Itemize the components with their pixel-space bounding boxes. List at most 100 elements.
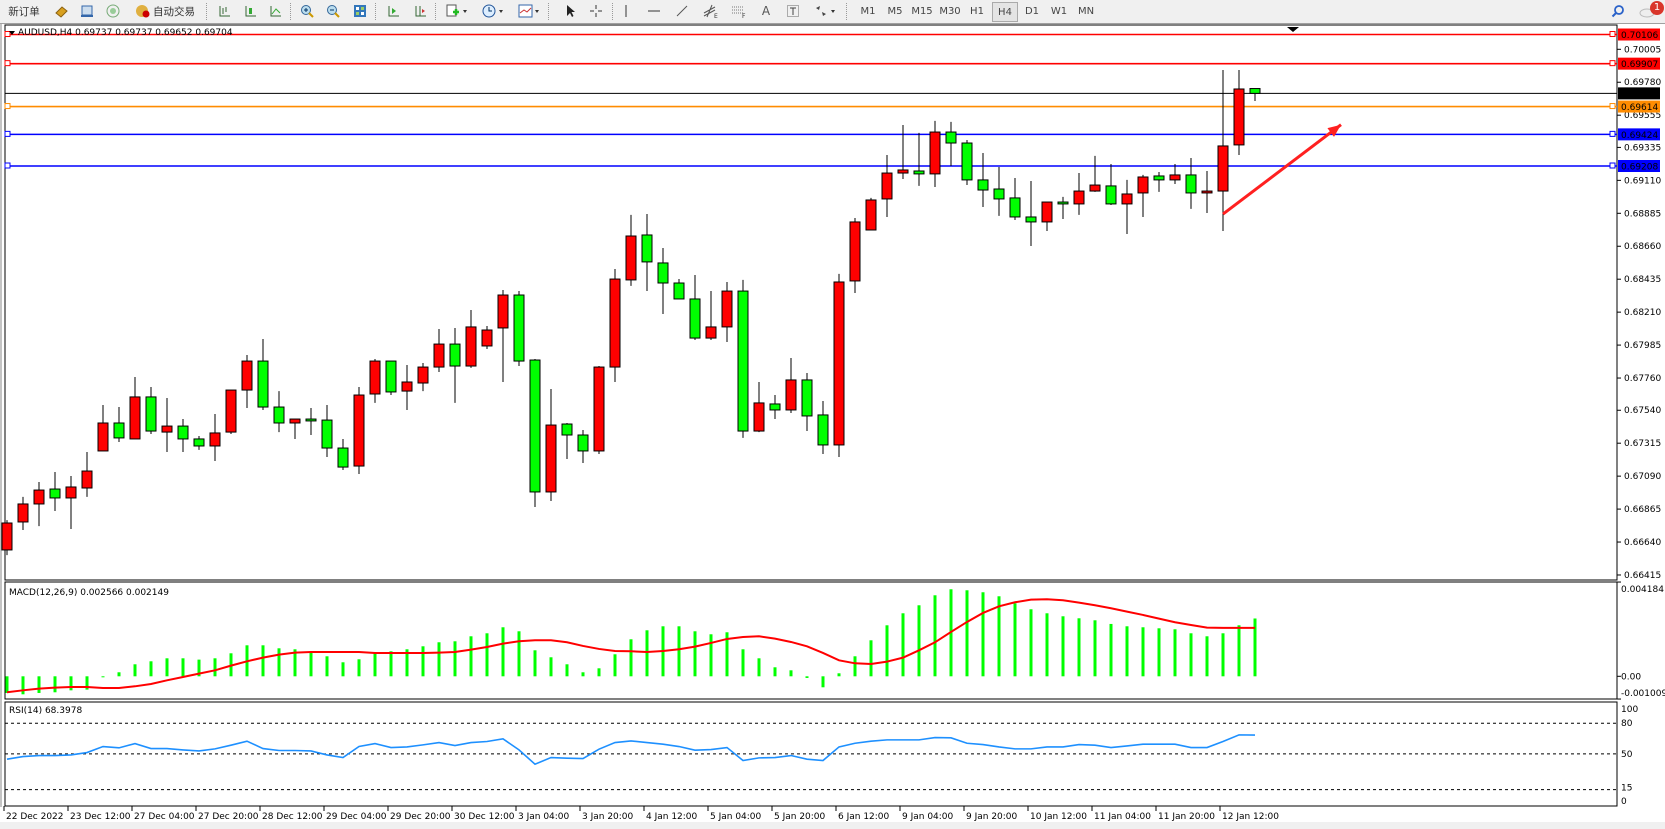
candle[interactable] (481, 326, 493, 350)
candle[interactable] (129, 377, 141, 440)
arrows-icon[interactable] (810, 2, 840, 20)
line-handle-left[interactable] (4, 162, 11, 169)
chart-shift-marker[interactable] (1287, 27, 1299, 32)
vertical-line-icon[interactable] (616, 2, 636, 20)
candle[interactable] (1169, 163, 1181, 185)
candle[interactable] (1201, 170, 1213, 214)
candle[interactable] (1041, 201, 1053, 232)
period-m5-button[interactable]: M5 (887, 5, 903, 17)
line-handle-left[interactable] (4, 103, 11, 110)
candle[interactable] (817, 401, 829, 455)
candle[interactable] (337, 438, 349, 470)
tile-windows-icon[interactable] (350, 2, 370, 20)
candle[interactable] (1185, 157, 1197, 209)
line-handle-right[interactable] (1609, 130, 1616, 137)
cursor-icon[interactable] (560, 2, 580, 20)
candle[interactable] (625, 214, 637, 286)
indicators-icon[interactable] (514, 2, 544, 20)
candle[interactable] (865, 197, 877, 231)
candle[interactable] (513, 291, 525, 367)
candle[interactable] (321, 404, 333, 457)
candle[interactable] (689, 274, 701, 340)
candle[interactable] (1089, 155, 1101, 192)
autoscroll-icon[interactable] (383, 2, 403, 20)
candle[interactable] (977, 152, 989, 208)
signal-icon[interactable] (104, 2, 122, 20)
candle[interactable] (769, 395, 781, 420)
clock-icon[interactable] (478, 2, 508, 20)
candle[interactable] (1, 520, 13, 556)
horizontal-line-icon[interactable] (644, 2, 664, 20)
gold-icon[interactable] (52, 2, 70, 20)
candle[interactable] (1025, 180, 1037, 246)
candle[interactable] (897, 125, 909, 180)
candle[interactable] (1057, 196, 1069, 220)
candle[interactable] (929, 120, 941, 187)
line-handle-left[interactable] (4, 31, 11, 38)
market-watch-icon[interactable] (78, 2, 96, 20)
candle[interactable] (1217, 69, 1229, 232)
candle[interactable] (785, 357, 797, 414)
main-chart-panel[interactable] (4, 24, 1618, 581)
candle[interactable] (433, 328, 445, 373)
text-icon[interactable]: A (761, 4, 771, 18)
candle[interactable] (225, 389, 237, 434)
period-d1-button[interactable]: D1 (1024, 5, 1040, 17)
candle[interactable] (33, 482, 45, 527)
zoom-out-icon[interactable] (323, 2, 343, 20)
candle[interactable] (705, 291, 717, 340)
line-handle-right[interactable] (1609, 31, 1616, 38)
fibo-expansion-icon[interactable]: E (700, 2, 722, 20)
period-h4-button[interactable]: H4 (992, 2, 1018, 22)
candle[interactable] (577, 430, 589, 463)
candle[interactable] (1105, 163, 1117, 205)
candle[interactable] (273, 391, 285, 433)
candle[interactable] (1121, 179, 1133, 234)
bar-chart-icon[interactable] (214, 2, 234, 20)
period-m1-button[interactable]: M1 (860, 5, 876, 17)
candle[interactable] (657, 248, 669, 315)
candle[interactable] (65, 475, 77, 530)
chart-shift-icon[interactable] (410, 2, 430, 20)
candle[interactable] (1153, 172, 1165, 192)
macd-panel[interactable] (4, 581, 1618, 700)
candle[interactable] (401, 365, 413, 410)
period-m15-button[interactable]: M15 (911, 5, 933, 17)
candle[interactable] (161, 397, 173, 452)
template-icon[interactable] (442, 2, 472, 20)
period-w1-button[interactable]: W1 (1050, 5, 1068, 17)
candle[interactable] (449, 327, 461, 403)
zoom-in-icon[interactable] (297, 2, 317, 20)
candle[interactable] (1249, 88, 1261, 101)
auto-trading-button[interactable]: 自动交易 (130, 2, 200, 20)
trendline-icon[interactable] (672, 2, 692, 20)
candle[interactable] (465, 309, 477, 368)
candle[interactable] (209, 414, 221, 462)
candle[interactable] (1233, 69, 1245, 156)
period-mn-button[interactable]: MN (1077, 5, 1095, 17)
line-handle-right[interactable] (1609, 162, 1616, 169)
line-chart-icon[interactable] (265, 2, 285, 20)
candle[interactable] (417, 362, 429, 392)
candle[interactable] (49, 472, 61, 511)
candle[interactable] (881, 155, 893, 217)
candle[interactable] (241, 355, 253, 409)
candle[interactable] (641, 214, 653, 292)
line-handle-left[interactable] (4, 130, 11, 137)
candle[interactable] (1009, 178, 1021, 221)
candle[interactable] (145, 386, 157, 434)
candle[interactable] (17, 496, 29, 531)
fibo-fan-icon[interactable]: F (728, 2, 750, 20)
candle[interactable] (673, 279, 685, 300)
candle[interactable] (993, 167, 1005, 216)
new-order-button[interactable]: 新订单 (2, 2, 46, 20)
candle[interactable] (97, 404, 109, 452)
search-icon[interactable] (1608, 2, 1628, 20)
candle[interactable] (529, 358, 541, 508)
candle[interactable] (1073, 173, 1085, 215)
candle[interactable] (369, 358, 381, 403)
candle[interactable] (81, 451, 93, 497)
candle[interactable] (913, 132, 925, 186)
line-handle-left[interactable] (4, 60, 11, 67)
